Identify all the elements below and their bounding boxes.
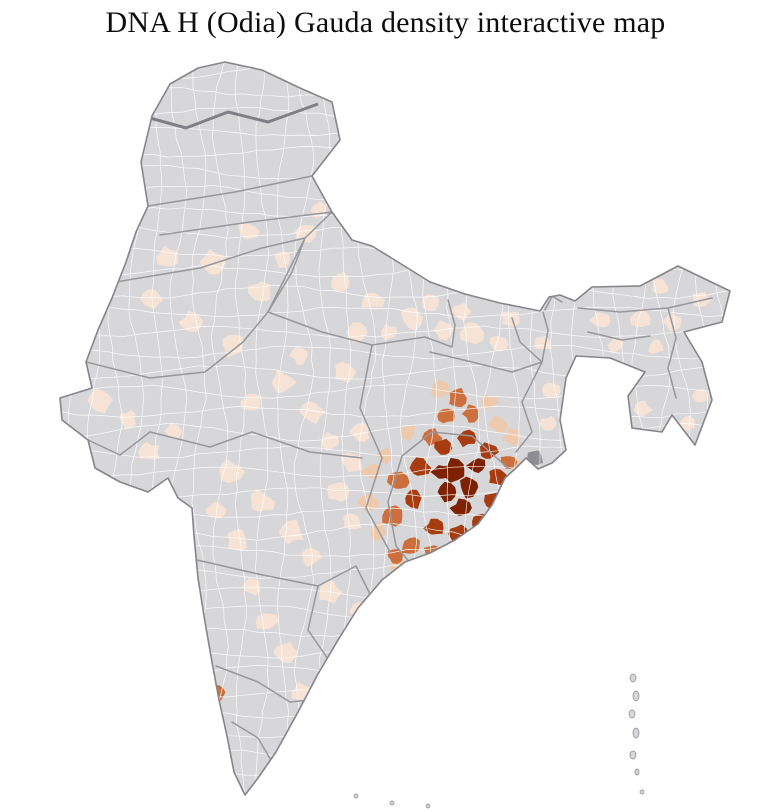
island [629,750,637,760]
district-density-region-level-1[interactable] [278,519,304,545]
district-density-region-level-1[interactable] [155,245,178,267]
district-density-region-level-1[interactable] [327,482,349,502]
island [629,673,637,683]
district-density-region-level-1[interactable] [331,694,348,710]
district-density-region-level-2[interactable] [413,562,433,580]
district-density-region-level-5[interactable] [465,458,486,474]
disputed-border [149,102,319,130]
islands-layer [353,673,645,809]
district-density-region-level-2[interactable] [487,415,508,434]
island [632,727,640,739]
district-density-region-level-1[interactable] [348,422,370,443]
district-density-region-level-1[interactable] [242,578,261,596]
district-density-region-level-1[interactable] [238,222,260,240]
district-density-region-level-1[interactable] [311,711,331,732]
district-density-region-level-1[interactable] [381,324,398,340]
district-density-region-level-1[interactable] [539,415,557,431]
district-density-region-level-3[interactable] [461,404,479,423]
district-density-region-level-1[interactable] [691,388,709,403]
district-density-region-level-1[interactable] [588,311,611,328]
district-density-region-level-1[interactable] [534,335,553,350]
island [639,789,645,795]
district-density-region-level-1[interactable] [648,339,664,355]
district-density-region-level-2[interactable] [501,428,521,446]
district-density-region-level-1[interactable] [489,336,509,351]
district-density-region-level-4[interactable] [457,429,477,448]
density-regions-layer [87,201,713,732]
district-density-region-level-1[interactable] [607,337,624,354]
district-density-region-level-4[interactable] [470,532,486,549]
district-density-region-level-gray[interactable] [527,450,543,465]
district-density-region-level-5[interactable] [437,481,457,503]
district-density-region-level-1[interactable] [433,320,454,341]
india-landmass[interactable] [60,62,730,795]
district-density-region-level-3[interactable] [382,505,403,527]
district-density-region-level-1[interactable] [335,361,357,384]
island [353,793,359,799]
district-density-region-level-1[interactable] [204,502,227,519]
district-density-region-level-1[interactable] [652,278,669,294]
district-density-region-level-1[interactable] [271,369,297,394]
district-density-region-level-1[interactable] [379,578,400,595]
district-density-region-level-1[interactable] [299,401,326,425]
district-density-region-level-1[interactable] [321,432,339,451]
district-density-region-level-1[interactable] [501,311,520,328]
island [389,800,395,806]
district-density-region-level-1[interactable] [227,529,248,552]
district-density-region-level-1[interactable] [164,422,183,439]
india-outline [59,61,731,796]
island [632,690,640,702]
district-density-region-level-1[interactable] [422,294,439,312]
district-density-region-level-1[interactable] [451,302,472,321]
district-density-region-level-1[interactable] [250,489,276,512]
district-density-region-level-1[interactable] [138,441,160,460]
district-density-region-level-1[interactable] [294,225,317,243]
district-density-region-level-4[interactable] [434,438,453,455]
district-density-region-level-1[interactable] [255,613,279,630]
district-density-region-level-3[interactable] [461,534,478,550]
district-density-region-level-1[interactable] [346,322,368,343]
district-density-region-level-4[interactable] [489,468,509,485]
district-density-region-level-1[interactable] [289,346,308,365]
district-density-region-level-1[interactable] [630,308,651,328]
district-density-region-level-5[interactable] [449,498,472,517]
district-density-region-level-1[interactable] [222,334,244,358]
district-density-region-level-1[interactable] [401,307,423,331]
district-density-region-level-2[interactable] [430,380,450,399]
district-density-region-level-3[interactable] [437,408,455,424]
district-density-region-level-2[interactable] [481,394,499,410]
district-density-region-level-1[interactable] [301,548,322,567]
island [425,803,431,809]
district-density-region-level-3[interactable] [178,599,194,611]
district-density-region-level-2[interactable] [400,424,416,441]
map-title: DNA H (Odia) Gauda density interactive m… [105,6,666,39]
district-density-region-level-1[interactable] [275,251,290,268]
island [634,768,640,776]
district-density-region-level-1[interactable] [119,410,137,429]
district-density-region-level-1[interactable] [87,388,114,414]
island [628,709,636,719]
